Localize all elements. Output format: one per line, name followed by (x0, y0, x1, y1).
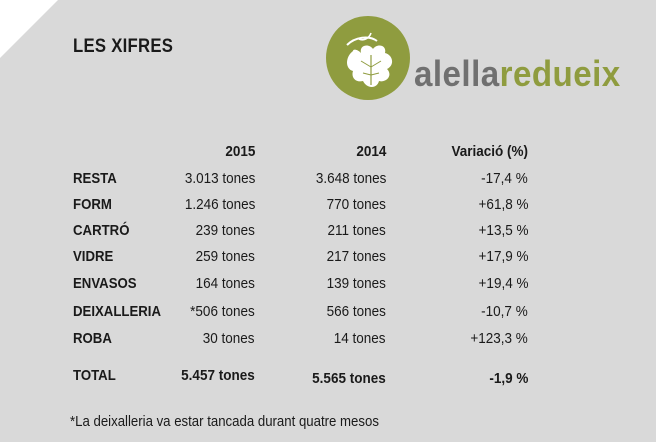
total-2014: 5.565 tones (312, 370, 386, 387)
logo-wordmark: alellaredueix (414, 54, 621, 94)
value-2014: 770 tones (326, 196, 386, 213)
value-2014: 139 tones (326, 275, 386, 292)
value-2014: 14 tones (334, 330, 386, 347)
row-label: DEIXALLERIA (73, 303, 162, 320)
value-2014: 217 tones (326, 248, 386, 265)
value-2014: 566 tones (326, 303, 386, 320)
value-variation: +19,4 % (478, 275, 528, 292)
value-2015: 164 tones (195, 275, 255, 292)
page-title: LES XIFRES (73, 36, 174, 57)
col-header-variation: Variació (%) (451, 143, 528, 160)
col-header-2015: 2015 (224, 143, 255, 160)
footnote: *La deixalleria va estar tancada durant … (70, 413, 379, 430)
value-2014: 3.648 tones (315, 170, 386, 187)
page-corner-decoration (0, 0, 58, 58)
value-2015: 30 tones (203, 330, 255, 347)
row-label: VIDRE (73, 248, 114, 265)
value-variation: +17,9 % (478, 248, 528, 265)
value-variation: +61,8 % (478, 196, 528, 213)
value-2015: 1.246 tones (184, 196, 255, 213)
col-header-2014: 2014 (355, 143, 386, 160)
value-variation: +123,3 % (470, 330, 528, 347)
total-variation: -1,9 % (488, 370, 528, 387)
value-2015: 239 tones (195, 222, 255, 239)
total-label: TOTAL (73, 367, 116, 384)
row-label: ROBA (73, 330, 112, 347)
value-2015: 259 tones (195, 248, 255, 265)
value-variation: +13,5 % (478, 222, 528, 239)
total-2015: 5.457 tones (181, 367, 255, 384)
vine-leaf-logo-icon (326, 16, 410, 100)
logo-wordmark-redueix: redueix (499, 53, 621, 94)
row-label: RESTA (73, 170, 117, 187)
value-variation: -10,7 % (481, 303, 528, 320)
value-2015: 3.013 tones (184, 170, 255, 187)
row-label: CARTRÓ (73, 222, 130, 239)
row-label: FORM (73, 196, 112, 213)
row-label: ENVASOS (73, 275, 137, 292)
value-2014: 211 tones (327, 222, 386, 239)
logo-wordmark-alella: alella (414, 53, 500, 94)
value-2015: *506 tones (190, 303, 255, 320)
value-variation: -17,4 % (481, 170, 528, 187)
